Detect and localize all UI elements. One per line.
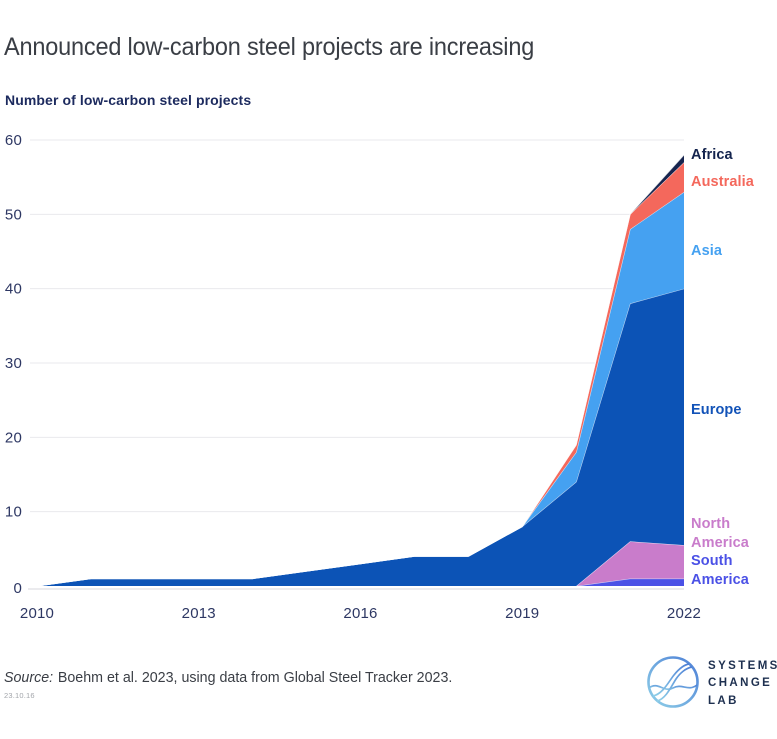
y-tick-60: 60 bbox=[5, 132, 22, 149]
logo-line-lab: LAB bbox=[708, 694, 739, 707]
y-tick-50: 50 bbox=[5, 206, 22, 223]
logo-globe-icon bbox=[647, 656, 699, 708]
y-tick-30: 30 bbox=[5, 355, 22, 372]
y-tick-0: 0 bbox=[13, 580, 22, 597]
y-tick-10: 10 bbox=[5, 504, 22, 521]
x-tick-2016: 2016 bbox=[343, 605, 377, 622]
systems-change-lab-logo: SYSTEMS CHANGE LAB bbox=[645, 654, 777, 710]
source-label: Source: bbox=[4, 669, 54, 686]
axis-title-number-of-projects: Number of low-carbon steel projects bbox=[5, 92, 252, 108]
y-tick-40: 40 bbox=[5, 281, 22, 298]
y-tick-20: 20 bbox=[5, 429, 22, 446]
x-tick-2022: 2022 bbox=[667, 605, 701, 622]
source-note: Source: Boehm et al. 2023, using data fro… bbox=[4, 669, 452, 686]
source-text: Boehm et al. 2023, using data from Globa… bbox=[57, 669, 453, 686]
separator-africa bbox=[36, 154, 685, 587]
logo-text: SYSTEMS CHANGE LAB bbox=[708, 658, 777, 710]
logo-line-systems: SYSTEMS bbox=[708, 660, 777, 672]
x-tick-2013: 2013 bbox=[182, 605, 216, 622]
date-code: 23.10.16 bbox=[4, 691, 35, 700]
x-tick-2019: 2019 bbox=[505, 605, 539, 622]
chart-title: Announced low-carbon steel projects are … bbox=[4, 33, 535, 61]
logo-line-change: CHANGE bbox=[708, 677, 773, 690]
x-tick-2010: 2010 bbox=[20, 605, 54, 622]
area-south-america bbox=[37, 578, 684, 586]
